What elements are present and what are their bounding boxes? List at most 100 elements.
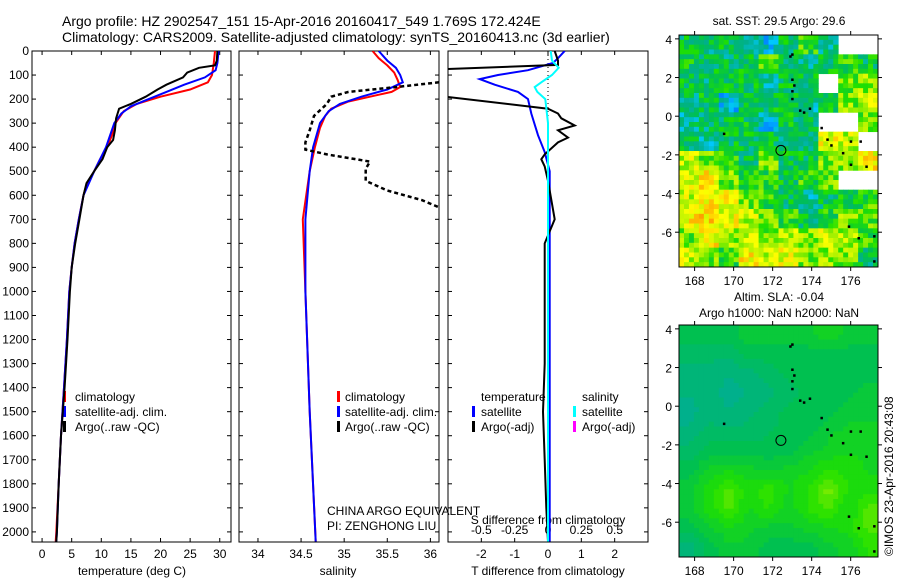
sla-map-cell bbox=[793, 474, 799, 481]
sst-map-cell bbox=[768, 107, 774, 113]
sst-map-cell bbox=[698, 194, 705, 200]
sst-map-cell bbox=[788, 160, 794, 166]
sst-map-cell bbox=[828, 257, 834, 263]
sla-map-cell bbox=[863, 503, 869, 510]
sst-map-cell bbox=[803, 238, 809, 244]
sla-map-cell bbox=[843, 344, 849, 350]
sst-map-cell bbox=[848, 54, 854, 60]
sla-map-cell bbox=[753, 349, 760, 355]
sst-map-cell bbox=[743, 131, 750, 137]
sst-map-cell bbox=[753, 117, 760, 123]
sst-map-cell bbox=[823, 155, 829, 162]
sst-map-cell bbox=[863, 242, 869, 249]
sla-map-cell bbox=[708, 358, 715, 365]
sst-map-cell bbox=[788, 228, 794, 234]
sla-map-cell bbox=[823, 334, 829, 340]
sla-map-cell bbox=[728, 484, 735, 490]
sst-map-cell bbox=[778, 262, 784, 268]
sla-map-cell bbox=[873, 407, 879, 413]
sst-map-cell bbox=[803, 170, 809, 176]
sla-map-cell bbox=[773, 489, 779, 495]
sla-map-cell bbox=[793, 373, 799, 379]
sst-map-cell bbox=[783, 88, 789, 94]
sla-map-cell bbox=[718, 445, 725, 452]
sla-map-cell bbox=[848, 378, 854, 384]
sst-map-cell bbox=[803, 44, 809, 50]
sst-map-cell bbox=[858, 209, 864, 215]
sst-map-cell bbox=[773, 102, 779, 108]
sla-map-cell bbox=[718, 552, 725, 558]
sla-map-cell bbox=[748, 416, 755, 423]
sst-map-cell bbox=[838, 73, 844, 79]
sst-map-cell bbox=[833, 59, 839, 65]
sla-map-cell bbox=[813, 344, 819, 350]
sla-map-cell bbox=[823, 455, 829, 461]
sst-map-cell bbox=[713, 184, 720, 191]
sst-map-cell bbox=[873, 160, 879, 166]
latitude-tick-label: 4 bbox=[665, 33, 672, 47]
sst-map-cell bbox=[743, 151, 750, 157]
sst-map-cell bbox=[743, 44, 750, 50]
sla-map-cell bbox=[723, 436, 730, 442]
sst-map-cell bbox=[833, 204, 839, 210]
sst-map-cell bbox=[803, 49, 809, 55]
sst-map-cell bbox=[838, 204, 844, 210]
sla-map-cell bbox=[733, 552, 740, 558]
sla-map-cell bbox=[688, 383, 695, 389]
sst-map-cell bbox=[703, 35, 710, 41]
sla-map-cell bbox=[833, 518, 839, 524]
sst-map-cell bbox=[738, 238, 745, 244]
sla-map-cell bbox=[798, 518, 804, 524]
sst-map-cell bbox=[843, 78, 849, 84]
sst-map-cell bbox=[758, 238, 764, 244]
sst-map-cell bbox=[778, 242, 784, 249]
sla-map-cell bbox=[743, 387, 750, 394]
sst-map-cell bbox=[788, 73, 794, 79]
sst-map-cell bbox=[818, 223, 824, 229]
sla-map-cell bbox=[723, 402, 730, 408]
sla-map-cell bbox=[788, 479, 794, 485]
imos-watermark: ©IMOS 23-Apr-2016 20:43:08 bbox=[882, 396, 896, 556]
sst-map-cell bbox=[833, 146, 839, 152]
legend-swatch-climatology bbox=[337, 391, 340, 402]
sst-map-cell bbox=[703, 242, 710, 249]
sst-map-cell bbox=[773, 175, 779, 181]
sst-map-cell bbox=[733, 257, 740, 263]
sst-map-cell bbox=[783, 247, 789, 253]
sla-map-cell bbox=[783, 329, 789, 336]
sst-map-cell bbox=[708, 49, 715, 55]
sst-map-cell bbox=[843, 102, 849, 108]
sst-map-cell bbox=[703, 146, 710, 152]
sst-map-cell bbox=[758, 180, 764, 186]
sst-map-cell bbox=[843, 247, 849, 253]
sst-map-cell bbox=[858, 189, 864, 195]
sla-map-cell bbox=[803, 441, 809, 447]
sla-map-cell bbox=[758, 518, 764, 524]
sst-map-cell bbox=[748, 194, 755, 200]
sla-map-cell bbox=[733, 363, 740, 369]
sla-map-cell bbox=[873, 537, 879, 543]
sst-map-cell bbox=[813, 102, 819, 108]
sst-map-cell bbox=[698, 155, 705, 162]
sst-map-cell bbox=[868, 73, 874, 79]
sla-map-cell bbox=[848, 334, 854, 340]
sst-map-cell bbox=[733, 97, 740, 104]
longitude-tick-label: 170 bbox=[724, 564, 744, 578]
sla-map-cell bbox=[808, 455, 814, 461]
sst-map-cell bbox=[848, 252, 854, 258]
sla-map-cell bbox=[708, 489, 715, 495]
sst-map-cell bbox=[823, 213, 829, 220]
sst-map-cell bbox=[868, 155, 874, 162]
sla-map-cell bbox=[808, 547, 814, 553]
sla-map-cell bbox=[828, 537, 834, 543]
sla-map-cell bbox=[698, 474, 705, 481]
sst-map-cell bbox=[753, 155, 760, 162]
sst-map-cell bbox=[733, 126, 740, 133]
sla-map-cell bbox=[773, 339, 779, 345]
sst-map-cell bbox=[693, 35, 700, 41]
sla-map-cell bbox=[708, 441, 715, 447]
sst-map-cell bbox=[793, 39, 799, 46]
sst-map-cell bbox=[773, 78, 779, 84]
sla-map-cell bbox=[798, 436, 804, 442]
sla-map-cell bbox=[848, 470, 854, 476]
